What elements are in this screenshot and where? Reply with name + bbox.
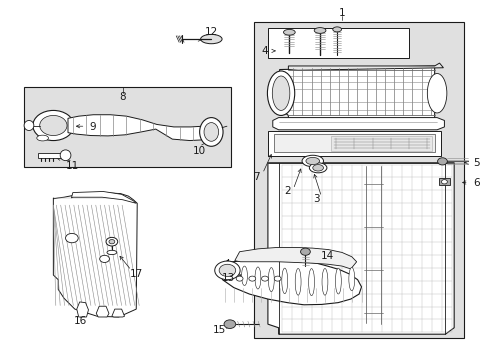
Polygon shape xyxy=(234,247,356,269)
Text: 1: 1 xyxy=(338,8,345,18)
Text: 2: 2 xyxy=(284,186,290,196)
Circle shape xyxy=(236,276,243,281)
Polygon shape xyxy=(96,306,109,317)
Ellipse shape xyxy=(305,157,319,165)
Ellipse shape xyxy=(268,267,274,292)
Polygon shape xyxy=(77,302,88,317)
Bar xyxy=(254,22,463,338)
Text: 4: 4 xyxy=(261,46,268,56)
Ellipse shape xyxy=(60,150,71,161)
Ellipse shape xyxy=(295,269,301,295)
Polygon shape xyxy=(288,63,443,70)
Ellipse shape xyxy=(348,267,354,291)
Ellipse shape xyxy=(322,269,327,295)
Polygon shape xyxy=(38,153,61,158)
Ellipse shape xyxy=(302,155,323,167)
Text: 10: 10 xyxy=(192,146,205,156)
Ellipse shape xyxy=(199,118,223,146)
Polygon shape xyxy=(71,192,136,203)
Circle shape xyxy=(441,180,447,184)
Text: 11: 11 xyxy=(66,161,80,171)
Text: 17: 17 xyxy=(129,269,142,279)
Ellipse shape xyxy=(267,71,294,116)
Ellipse shape xyxy=(37,135,48,141)
Polygon shape xyxy=(220,260,361,305)
Bar xyxy=(438,178,449,185)
Text: 14: 14 xyxy=(320,251,333,261)
Ellipse shape xyxy=(203,123,218,141)
Ellipse shape xyxy=(272,76,289,111)
Ellipse shape xyxy=(427,73,446,113)
Circle shape xyxy=(106,237,118,246)
Ellipse shape xyxy=(241,266,247,285)
Polygon shape xyxy=(272,118,444,130)
Polygon shape xyxy=(68,115,211,140)
Ellipse shape xyxy=(107,250,117,255)
Circle shape xyxy=(100,255,109,262)
Bar xyxy=(24,87,231,167)
Text: 5: 5 xyxy=(472,158,478,168)
Text: 15: 15 xyxy=(212,325,225,335)
Ellipse shape xyxy=(314,28,325,33)
Bar xyxy=(273,134,434,152)
Bar xyxy=(267,28,408,58)
Polygon shape xyxy=(112,309,124,317)
Polygon shape xyxy=(279,66,434,118)
Text: 7: 7 xyxy=(253,172,260,182)
Ellipse shape xyxy=(300,248,310,255)
Ellipse shape xyxy=(254,267,260,289)
Circle shape xyxy=(40,116,67,135)
Ellipse shape xyxy=(224,320,235,328)
Ellipse shape xyxy=(200,35,222,44)
Circle shape xyxy=(109,239,115,244)
Polygon shape xyxy=(53,193,137,317)
Text: 12: 12 xyxy=(204,27,218,37)
Ellipse shape xyxy=(283,30,295,35)
Ellipse shape xyxy=(24,121,34,131)
Ellipse shape xyxy=(281,268,287,294)
Text: 16: 16 xyxy=(73,316,87,326)
Text: 13: 13 xyxy=(222,273,235,283)
Bar xyxy=(330,136,431,150)
Circle shape xyxy=(214,261,240,280)
Ellipse shape xyxy=(332,27,341,32)
Ellipse shape xyxy=(308,269,314,296)
Bar xyxy=(267,131,440,156)
Circle shape xyxy=(65,233,78,243)
Ellipse shape xyxy=(312,165,323,171)
Ellipse shape xyxy=(437,158,447,165)
Circle shape xyxy=(274,276,281,281)
Polygon shape xyxy=(267,163,453,334)
Ellipse shape xyxy=(309,163,326,173)
Circle shape xyxy=(248,276,255,281)
Text: 3: 3 xyxy=(312,194,319,204)
Text: 6: 6 xyxy=(472,177,478,188)
Circle shape xyxy=(219,264,235,276)
Ellipse shape xyxy=(335,268,341,294)
Circle shape xyxy=(33,111,74,140)
Circle shape xyxy=(261,276,268,281)
Text: 9: 9 xyxy=(89,122,96,132)
Text: 8: 8 xyxy=(119,92,125,102)
